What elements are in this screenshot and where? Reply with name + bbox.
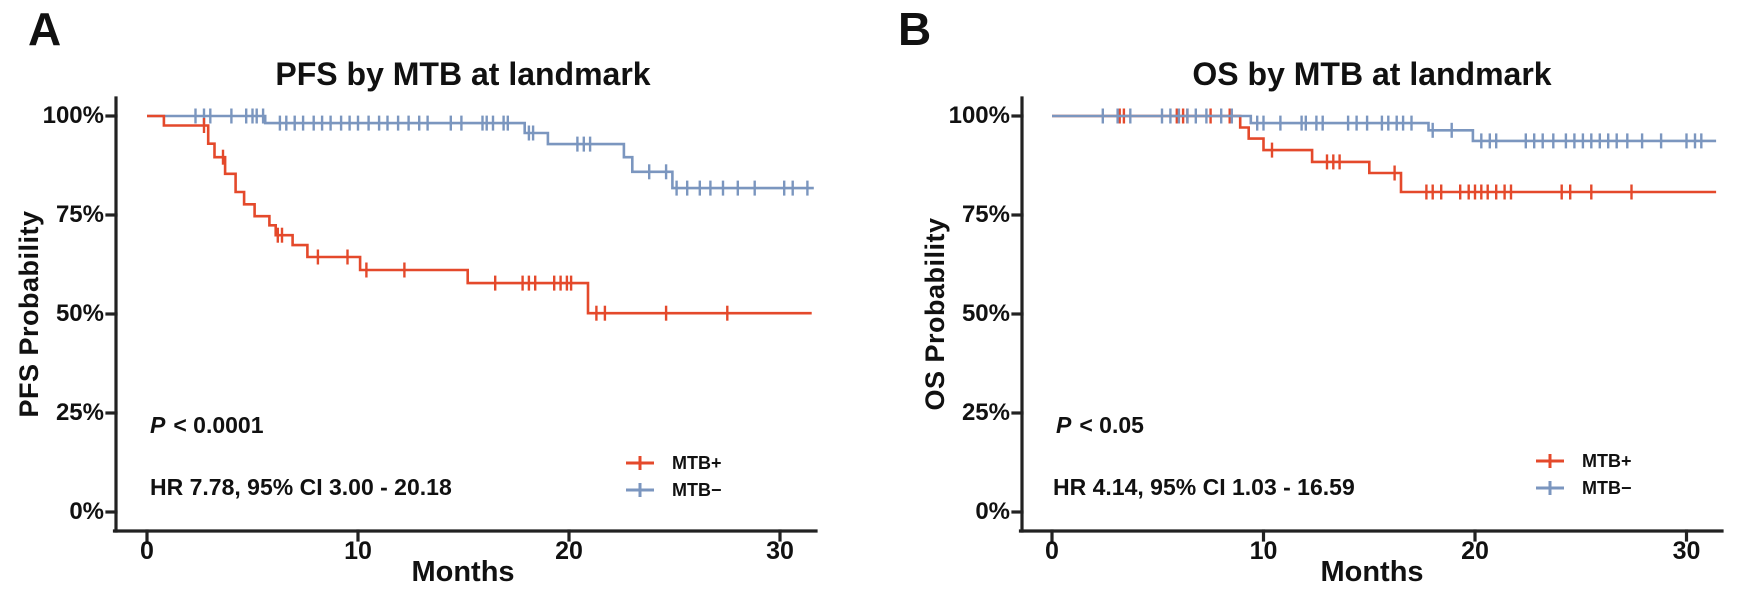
x-tick-label: 0	[1045, 537, 1059, 565]
y-tick-label: 25%	[961, 399, 1010, 426]
panel-b-title: OS by MTB at landmark	[1192, 56, 1552, 92]
mtb-plus-legend-symbol	[625, 454, 655, 472]
panel-b-p-value: < 0.05	[1079, 412, 1144, 438]
panel-b-legend-label-mtb-minus: MTB−	[1582, 477, 1632, 498]
panel-a-pvalue-annotation: P < 0.0001	[150, 412, 264, 439]
y-tick-label: 100%	[948, 102, 1010, 129]
mtb-minus-legend-symbol	[625, 481, 655, 499]
panel-a-legend-label-mtb-plus: MTB+	[672, 452, 722, 473]
panel-b-legend-item-mtb-minus: MTB−	[1535, 478, 1632, 498]
x-tick-label: 0	[140, 537, 154, 565]
panel-a-p-value: < 0.0001	[173, 412, 264, 438]
y-tick-label: 50%	[55, 300, 104, 327]
panel-b-p-symbol: P	[1056, 412, 1072, 438]
panel-a-legend-item-mtb-plus: MTB+	[625, 453, 722, 473]
y-tick-label: 100%	[42, 102, 104, 129]
x-tick-label: 30	[766, 537, 794, 565]
panel-a-title: PFS by MTB at landmark	[275, 56, 651, 92]
panel-b-legend-item-mtb-plus: MTB+	[1535, 451, 1632, 471]
panel-b-x-axis-title: Months	[1320, 556, 1424, 588]
panel-b-legend-label-mtb-plus: MTB+	[1582, 450, 1632, 471]
y-tick-label: 0%	[69, 498, 104, 525]
panel-b-letter: B	[898, 3, 932, 55]
x-tick-label: 20	[555, 537, 583, 565]
panel-b-hr-annotation: HR 4.14, 95% CI 1.03 - 16.59	[1053, 474, 1355, 500]
x-tick-label: 10	[344, 537, 372, 565]
x-tick-label: 20	[1461, 537, 1489, 565]
panel-b-legend: MTB+ MTB−	[1535, 451, 1632, 498]
os-mtb-minus-curve	[1052, 114, 1717, 143]
panel-a-x-axis-title: Months	[411, 556, 515, 588]
mtb-plus-legend-symbol	[1535, 452, 1565, 470]
panel-a-hr-annotation: HR 7.78, 95% CI 3.00 - 20.18	[150, 474, 452, 500]
y-tick-label: 25%	[55, 399, 104, 426]
x-tick-label: 10	[1249, 537, 1278, 565]
os-mtb-plus-curve	[1052, 114, 1717, 194]
mtb-minus-legend-symbol	[1535, 479, 1565, 497]
panel-b-pvalue-annotation: P < 0.05	[1056, 412, 1144, 439]
pfs-mtb-minus-curve	[147, 114, 814, 190]
panel-a-p-symbol: P	[150, 412, 166, 438]
y-tick-label: 0%	[975, 498, 1010, 525]
y-tick-label: 75%	[55, 201, 104, 228]
panel-a-legend-item-mtb-minus: MTB−	[625, 480, 722, 500]
panel-a-legend-label-mtb-minus: MTB−	[672, 479, 722, 500]
x-tick-label: 30	[1672, 537, 1701, 565]
y-tick-label: 75%	[961, 201, 1010, 228]
y-tick-label: 50%	[961, 300, 1010, 327]
panel-a-legend: MTB+ MTB−	[625, 453, 722, 500]
pfs-mtb-plus-curve	[147, 114, 812, 315]
panel-a-letter: A	[28, 3, 62, 55]
